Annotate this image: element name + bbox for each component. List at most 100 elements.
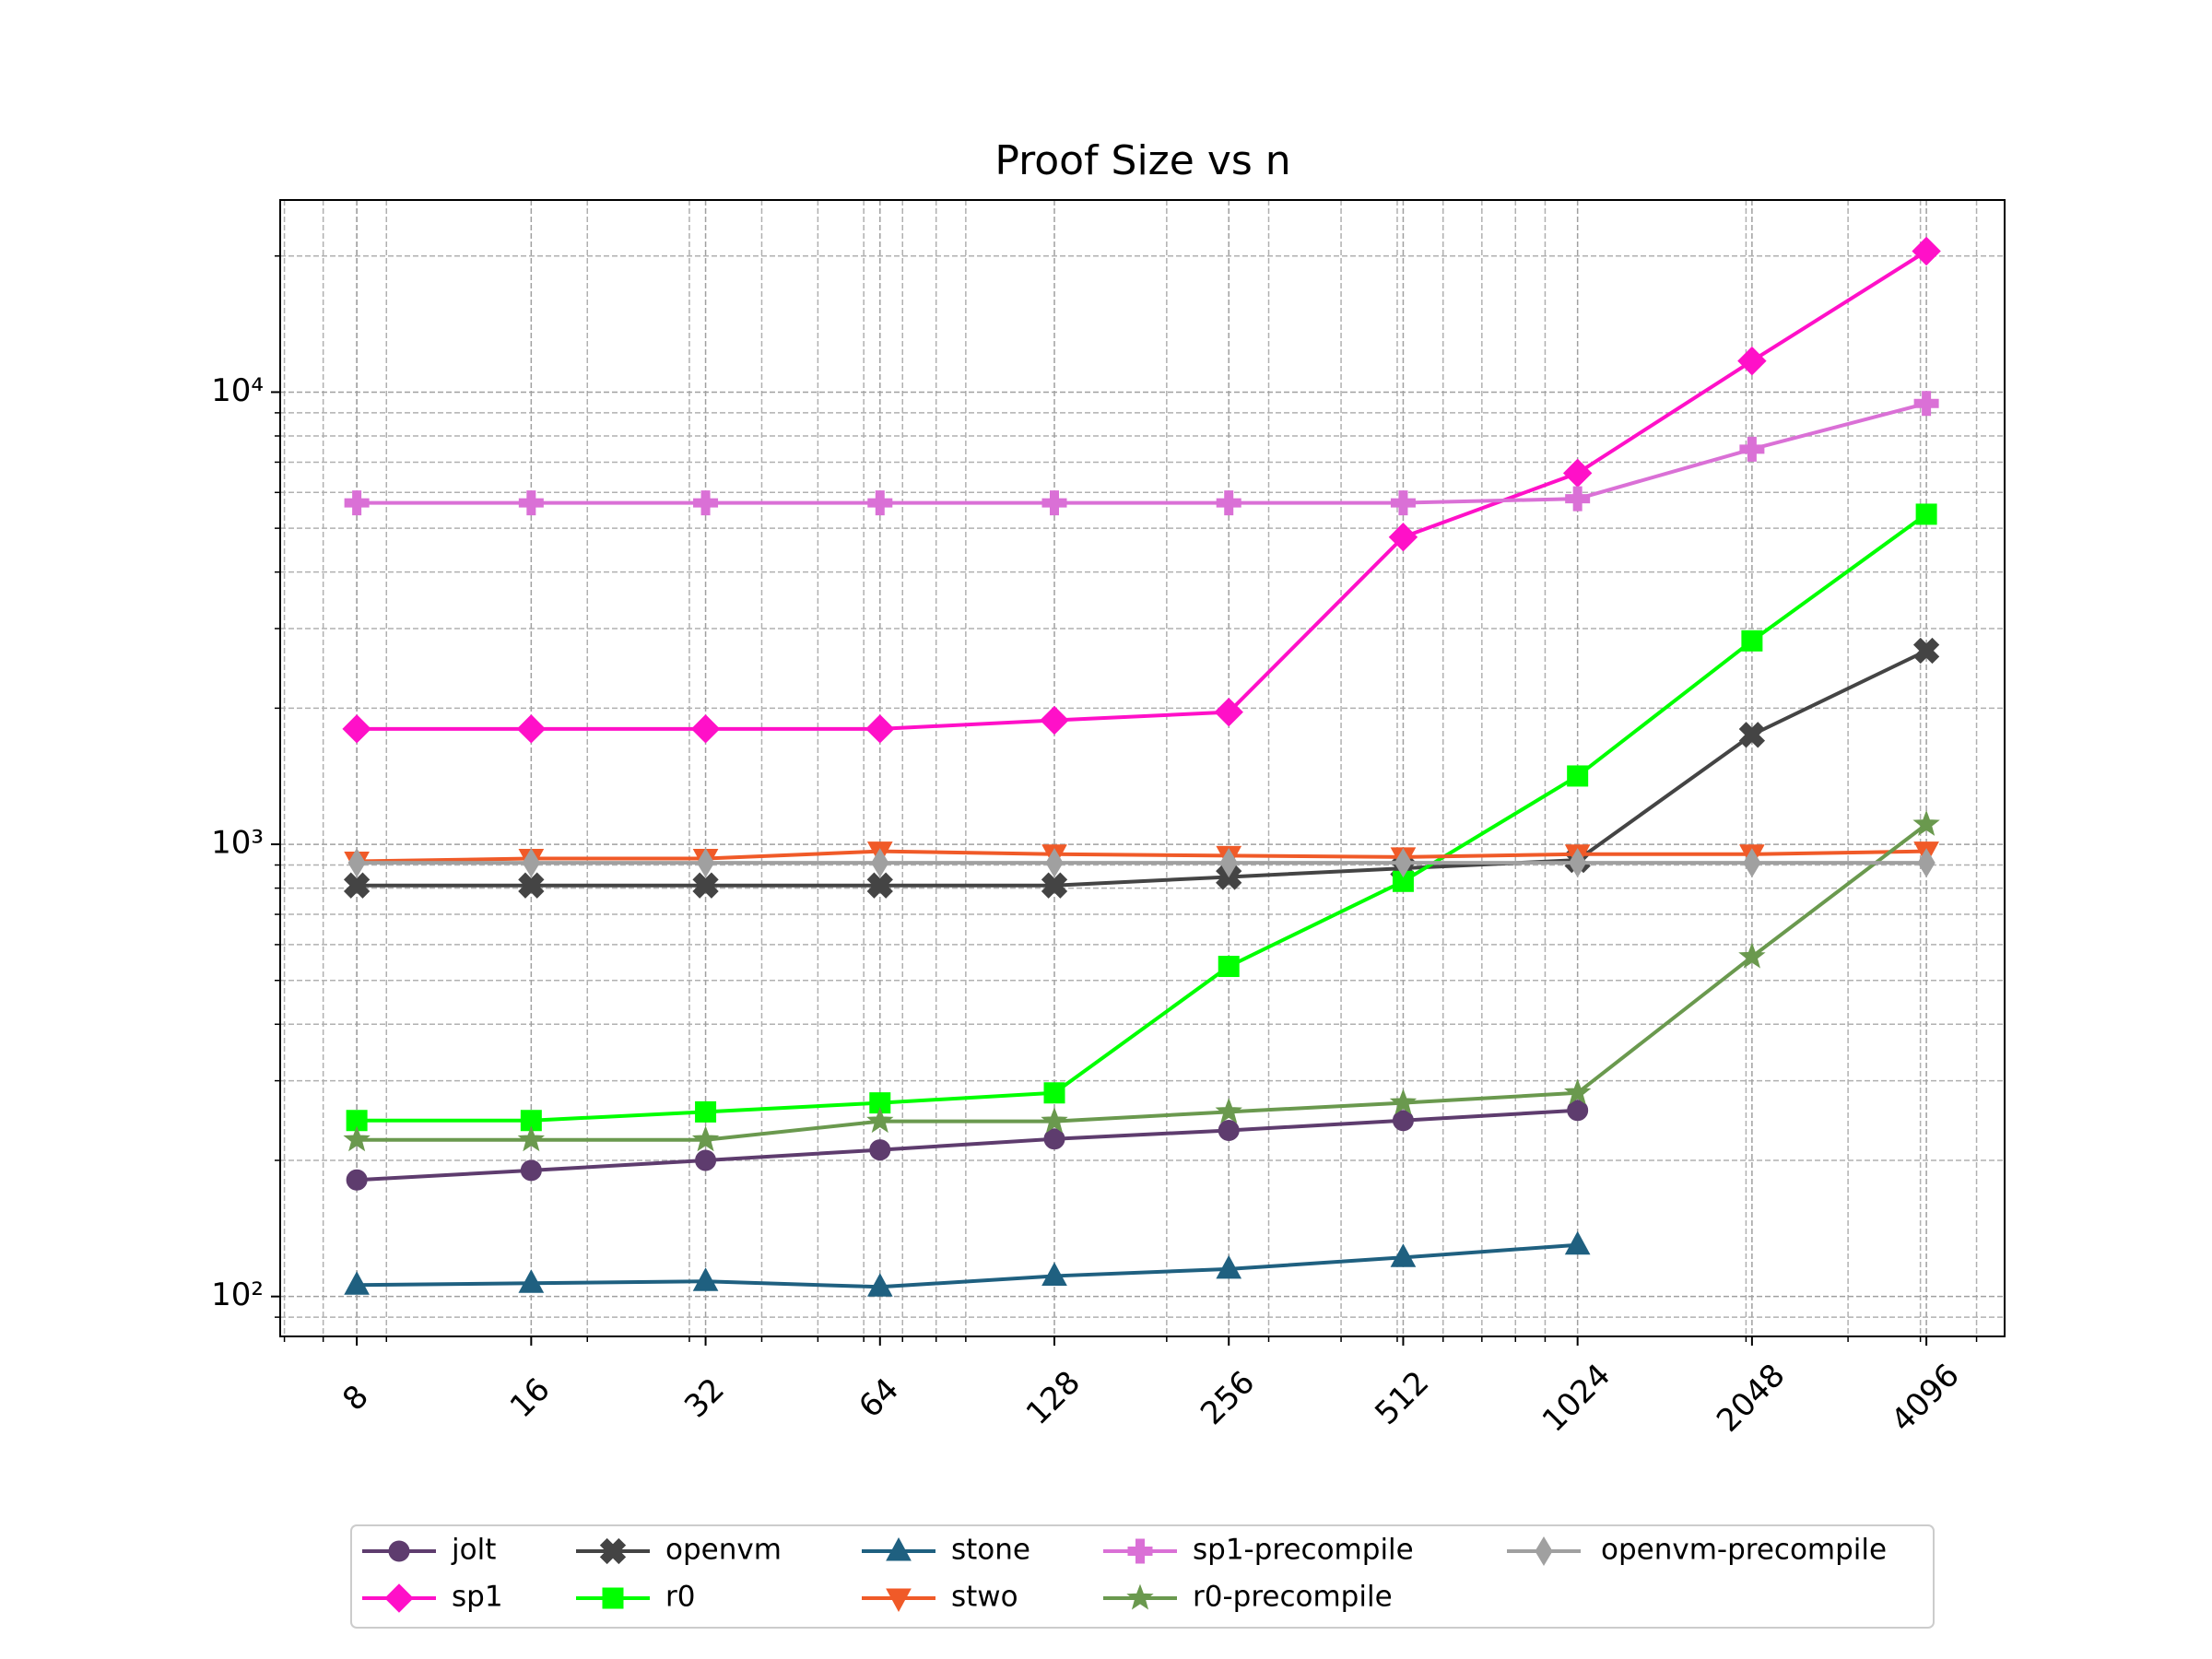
marker — [1215, 1097, 1242, 1124]
marker — [342, 714, 371, 744]
legend-marker — [599, 1537, 627, 1565]
legend-label: stwo — [951, 1581, 1018, 1614]
marker — [871, 848, 889, 878]
marker — [865, 714, 895, 744]
marker — [1041, 1107, 1068, 1134]
marker — [518, 490, 544, 516]
legend-label: r0 — [665, 1581, 695, 1614]
marker — [520, 1159, 542, 1182]
legend-label: r0-precompile — [1193, 1581, 1393, 1614]
marker — [1041, 1262, 1067, 1286]
marker — [691, 1125, 720, 1152]
marker — [1041, 490, 1067, 516]
marker — [693, 490, 719, 516]
legend-marker — [886, 1588, 912, 1613]
marker — [344, 1271, 370, 1295]
marker — [1040, 705, 1069, 735]
marker — [1567, 765, 1589, 787]
marker — [866, 872, 893, 899]
marker — [690, 714, 721, 744]
marker — [1737, 346, 1767, 376]
series-line — [357, 649, 1927, 888]
marker — [1912, 637, 1940, 665]
series-line — [357, 1242, 1578, 1289]
marker — [522, 848, 540, 878]
marker — [344, 490, 370, 516]
marker — [1218, 1119, 1240, 1141]
y-tick-label: 10⁴ — [211, 372, 264, 409]
legend: jolt sp1 openvm r0 stone stwo sp1-precompile r0… — [362, 1534, 1887, 1614]
marker — [1219, 848, 1238, 878]
marker — [518, 1269, 545, 1293]
legend-marker — [388, 1540, 410, 1562]
series-line — [357, 1108, 1578, 1182]
marker — [1569, 848, 1587, 878]
marker — [1563, 1078, 1592, 1105]
legend-marker — [886, 1536, 912, 1561]
marker — [866, 1273, 893, 1297]
plot-frame — [279, 199, 2006, 1337]
marker — [347, 848, 366, 878]
marker — [1041, 872, 1068, 899]
marker — [695, 1149, 717, 1171]
marker — [343, 1125, 371, 1152]
legend-label: openvm-precompile — [1601, 1534, 1887, 1567]
marker — [692, 872, 719, 899]
marker — [866, 1107, 894, 1134]
series-line — [357, 401, 1927, 505]
marker — [1915, 503, 1937, 525]
marker — [516, 714, 547, 744]
marker — [1738, 942, 1766, 969]
legend-label: sp1-precompile — [1193, 1534, 1414, 1567]
legend-label: stone — [951, 1534, 1030, 1567]
marker — [1392, 1110, 1414, 1132]
plot — [342, 236, 1941, 1297]
legend-marker — [1127, 1538, 1153, 1564]
marker — [1214, 697, 1243, 727]
marker — [1912, 236, 1941, 266]
marker — [1912, 809, 1940, 836]
marker — [1917, 848, 1936, 878]
marker — [517, 1125, 546, 1152]
legend-label: openvm — [665, 1534, 782, 1567]
marker — [1388, 523, 1418, 552]
legend-marker — [1126, 1583, 1154, 1610]
legend-label: sp1 — [452, 1581, 503, 1614]
marker — [695, 1100, 717, 1123]
legend-marker — [602, 1587, 624, 1609]
legend-marker — [1535, 1536, 1553, 1566]
marker — [1913, 391, 1939, 417]
marker — [1564, 1230, 1591, 1255]
grid — [280, 200, 2005, 1336]
y-tick-label: 10² — [211, 1277, 264, 1313]
marker — [1741, 629, 1763, 652]
marker — [1045, 848, 1064, 878]
marker — [1043, 1082, 1065, 1104]
marker — [346, 1169, 368, 1191]
marker — [1216, 1254, 1242, 1279]
marker — [1389, 1088, 1418, 1115]
marker — [1743, 848, 1761, 878]
series-line — [357, 849, 1927, 864]
marker — [1394, 848, 1413, 878]
chart-title: Proof Size vs n — [994, 137, 1290, 184]
marker — [343, 872, 371, 899]
marker — [1565, 486, 1591, 512]
marker — [1390, 1243, 1417, 1267]
series-line — [357, 512, 1928, 1123]
marker — [1216, 490, 1241, 516]
series-line — [357, 822, 1928, 1142]
marker — [1738, 722, 1766, 748]
marker — [867, 490, 893, 516]
marker — [1567, 1100, 1589, 1122]
y-tick-label: 10³ — [211, 825, 264, 862]
marker — [696, 848, 715, 878]
marker — [1043, 1128, 1065, 1150]
marker — [869, 1139, 891, 1161]
legend-marker — [384, 1583, 414, 1613]
marker — [1218, 956, 1240, 978]
series-line — [357, 249, 1928, 731]
legend-label: jolt — [451, 1534, 496, 1567]
